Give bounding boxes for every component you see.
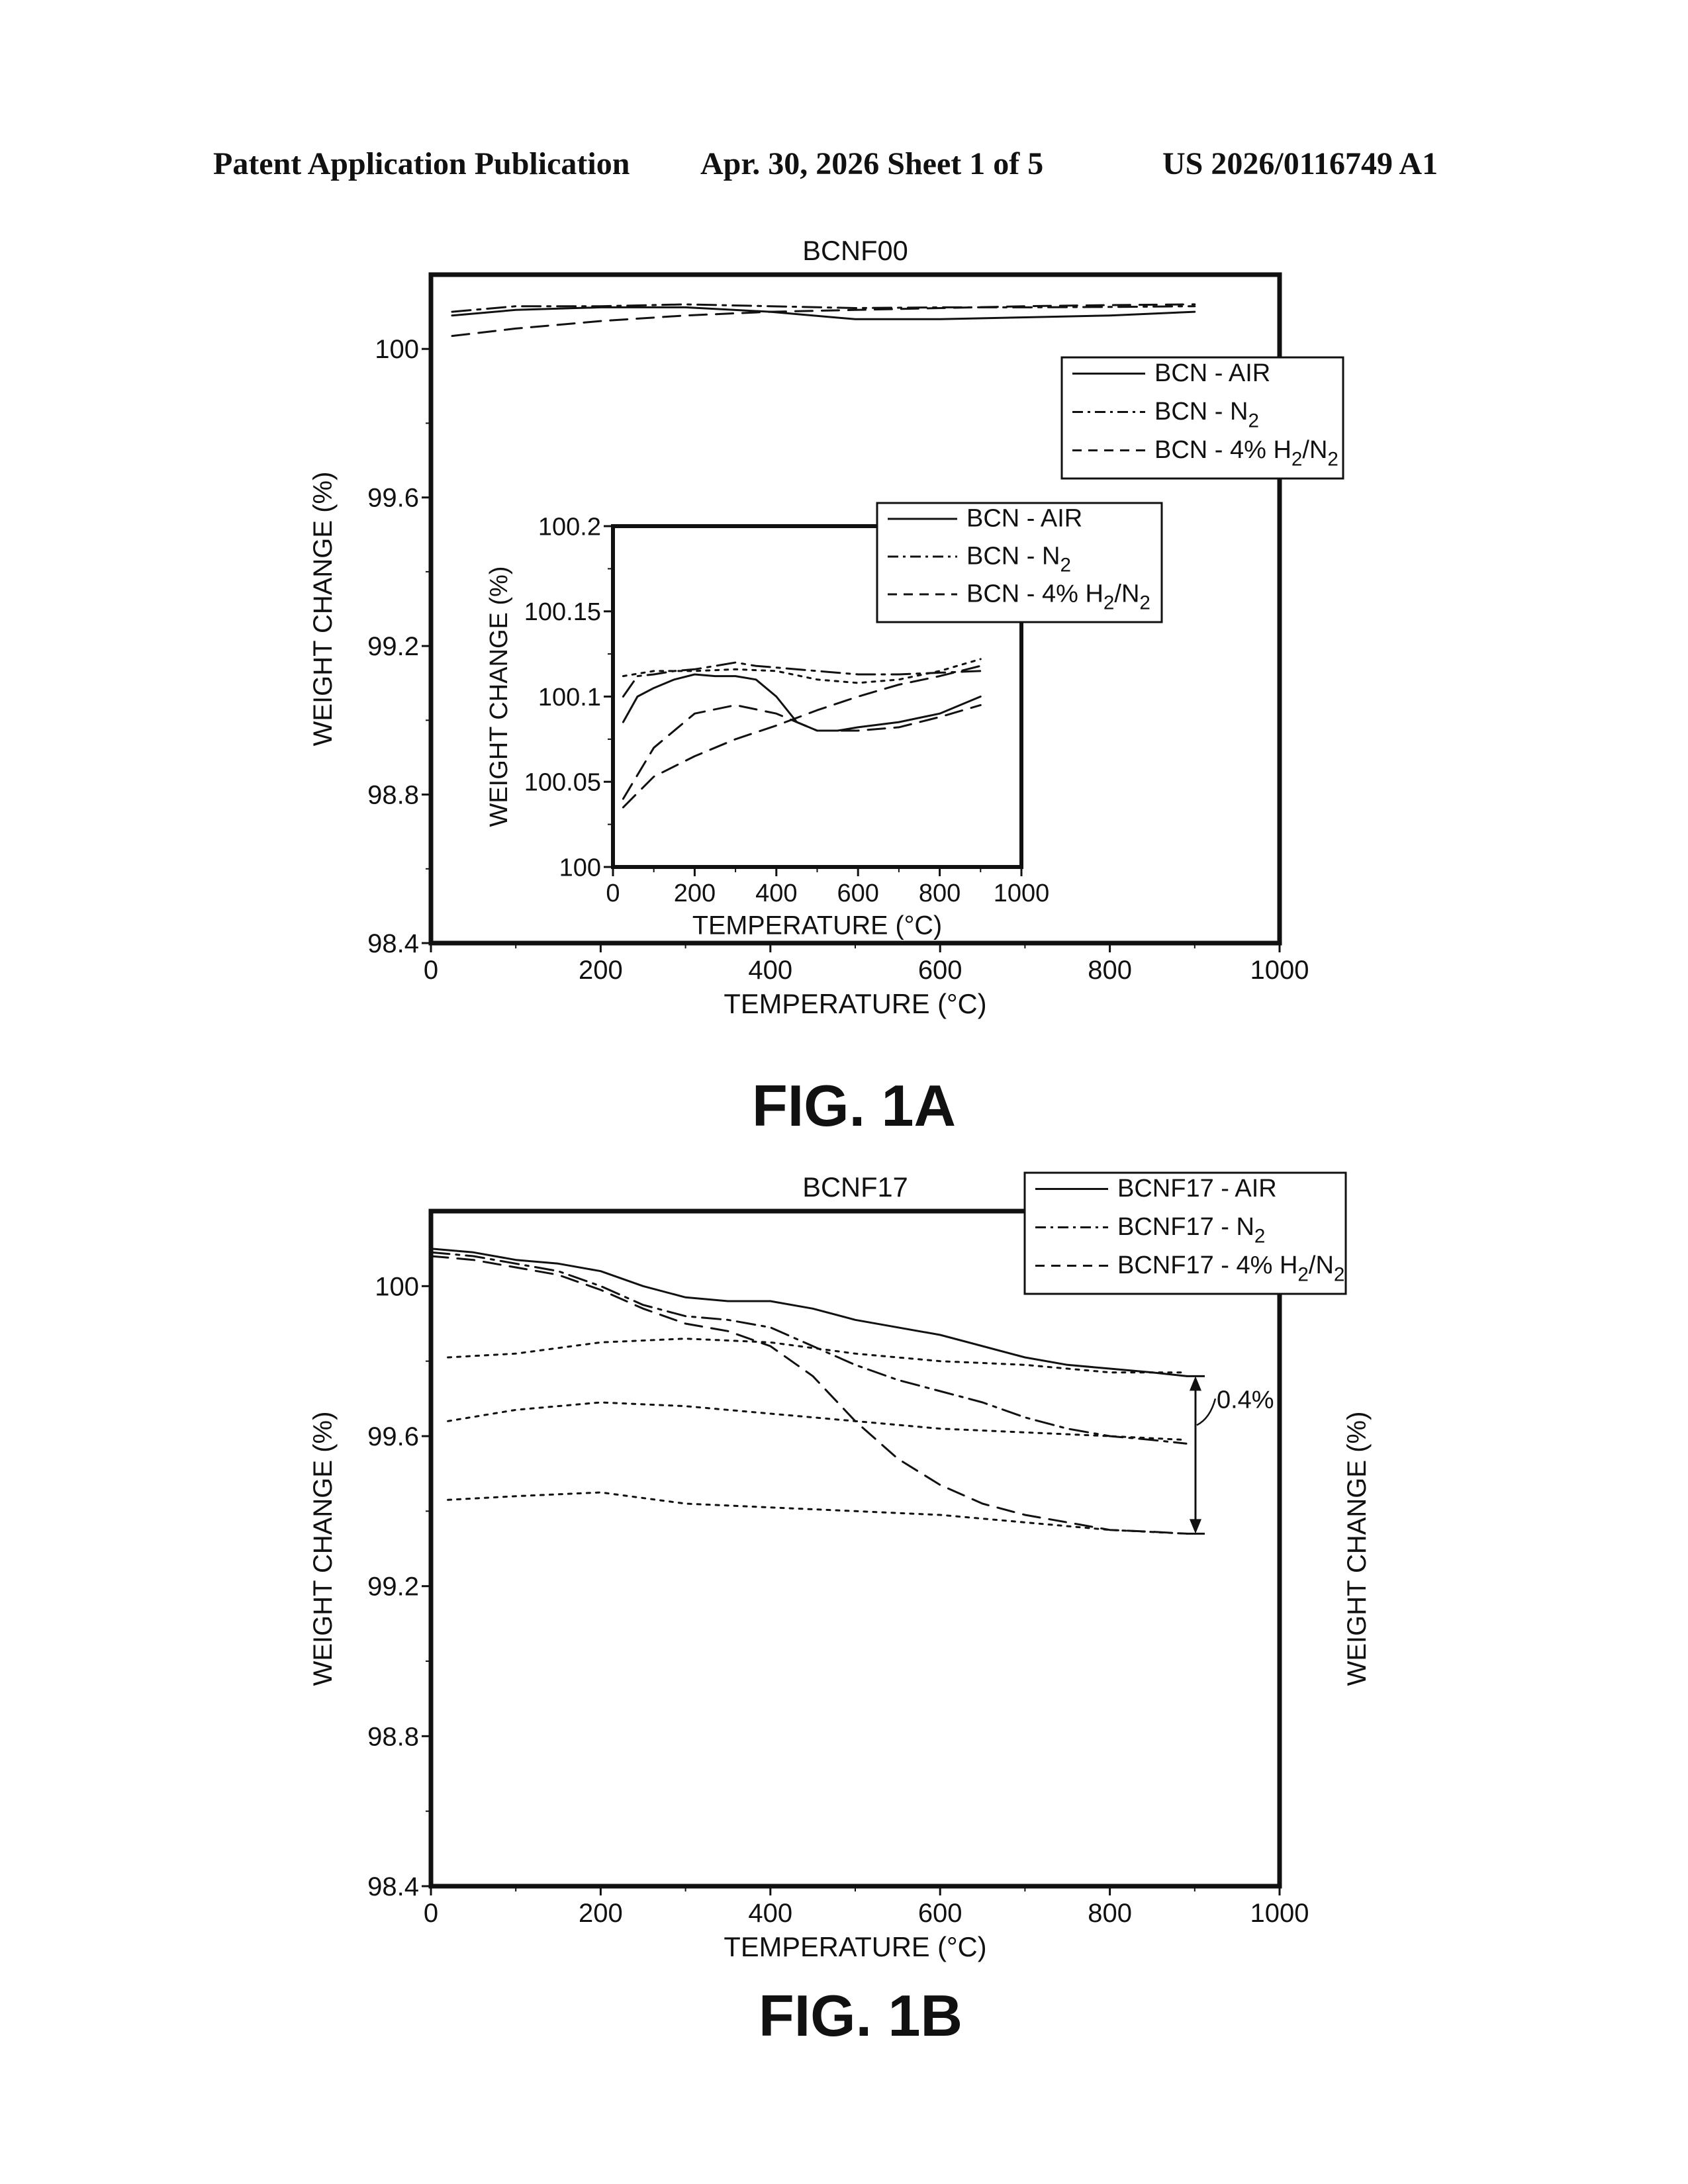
publication-number: US 2026/0116749 A1 — [1162, 146, 1438, 181]
fig1a-main-ytick-label: 99.6 — [367, 484, 419, 513]
fig1b-main-legend-entry-1: BCNF17 - AIR — [1117, 1175, 1277, 1203]
fig1b-main-xtick-label: 800 — [1088, 1899, 1132, 1928]
fig1a-main-y-axis-label: WEIGHT CHANGE (%) — [308, 472, 338, 747]
fig1b-main-ytick-label: 99.6 — [367, 1422, 419, 1451]
fig1a-main-xtick-label: 0 — [424, 956, 438, 985]
figure-1b-label: FIG. 1B — [758, 1983, 963, 2048]
fig1b-main-series-4-line — [447, 1338, 1188, 1374]
fig1b-main-y-axis-label-right: WEIGHT CHANGE (%) — [1342, 1412, 1372, 1686]
fig1a-inset-series-1-line — [622, 673, 982, 732]
fig1a-main-title: BCNF00 — [802, 235, 908, 266]
fig1a-inset-xtick-label: 800 — [919, 880, 961, 907]
fig1a-main-legend-entry-3: BCN - 4% H2/N2 — [1154, 436, 1338, 470]
fig1b-main-xtick-label: 600 — [918, 1899, 962, 1928]
fig1a-main-ytick-label: 99.2 — [367, 632, 419, 661]
fig1b-main-xtick-label: 400 — [748, 1899, 792, 1928]
fig1a-main-series-1-line — [451, 306, 1196, 320]
fig1b-main-series-2-line — [430, 1251, 1188, 1445]
fig1a-inset-legend-entry-3: BCN - 4% H2/N2 — [966, 580, 1150, 614]
fig1a-main-legend-entry-1: BCN - AIR — [1154, 359, 1270, 387]
fig1a-inset-xtick-label: 400 — [755, 880, 797, 907]
page-header: Patent Application Publication Apr. 30, … — [0, 146, 1688, 192]
fig1b-main-xtick-label: 0 — [424, 1899, 438, 1928]
fig1b-main-ytick-label: 99.2 — [367, 1572, 419, 1602]
fig1b-main-title: BCNF17 — [802, 1171, 908, 1203]
fig1b-main-legend-entry-2: BCNF17 - N2 — [1117, 1213, 1265, 1247]
fig1a-inset-ytick-label: 100.15 — [524, 598, 601, 626]
fig1a-inset-series-2-line — [622, 661, 982, 698]
fig1b-main-annotation-arrowhead-top — [1189, 1376, 1201, 1391]
fig1b-main-xtick-label: 200 — [579, 1899, 623, 1928]
fig1a-inset-xtick-label: 0 — [606, 880, 620, 907]
fig1b-main-legend-box — [1023, 1171, 1347, 1295]
fig1b-main-y-axis-label: WEIGHT CHANGE (%) — [308, 1412, 338, 1686]
fig1a-inset-series-5-line — [622, 704, 982, 800]
fig1a-main-xtick-label: 400 — [748, 956, 792, 985]
fig1a-inset-xtick-label: 1000 — [994, 880, 1050, 907]
fig1a-main-x-axis-label: TEMPERATURE (°C) — [724, 988, 986, 1019]
fig1a-main-xtick-label: 800 — [1088, 956, 1132, 985]
fig1b-main-annotation-leader — [1196, 1398, 1217, 1426]
fig1b-main-series-5-line — [447, 1401, 1188, 1441]
publication-date-sheet: Apr. 30, 2026 Sheet 1 of 5 — [700, 146, 1044, 181]
fig1a-main-legend-entry-2: BCN - N2 — [1154, 398, 1259, 432]
fig1b-main-annotation-text: 0.4% — [1217, 1386, 1274, 1414]
fig1a-inset-y-axis-label: WEIGHT CHANGE (%) — [485, 566, 513, 827]
fig1b-main-xtick-label: 1000 — [1250, 1899, 1309, 1928]
fig1b-main-legend-entry-3: BCNF17 - 4% H2/N2 — [1117, 1251, 1344, 1285]
fig1b-main-ytick-label: 98.8 — [367, 1722, 419, 1751]
fig1b-main-series-1-line — [430, 1248, 1188, 1377]
fig1a-inset-ytick-label: 100 — [559, 854, 601, 882]
fig1a-inset-series-3-line — [622, 658, 982, 684]
fig1b-main-ytick-label: 98.4 — [367, 1872, 419, 1901]
fig1a-inset-ytick-label: 100.05 — [524, 769, 601, 797]
fig1a-inset-ytick-label: 100.1 — [538, 684, 601, 711]
fig1a-inset-ytick-label: 100.2 — [538, 513, 601, 541]
fig1a-inset-legend-entry-1: BCN - AIR — [966, 504, 1082, 532]
publication-type: Patent Application Publication — [213, 146, 630, 181]
fig1a-inset-x-axis-label: TEMPERATURE (°C) — [692, 911, 942, 940]
fig1a-main-xtick-label: 600 — [918, 956, 962, 985]
fig1a-inset-series-4-line — [622, 664, 982, 809]
fig1a-main-series-3-line — [451, 303, 1196, 338]
figure-1b-chart: 0 200 400 600 800 1000 98.4 98.8 99.2 99.6 100 TEMP… — [308, 1171, 1372, 1962]
fig1a-main-legend-box — [1060, 356, 1344, 480]
fig1a-inset-legend-box — [876, 502, 1163, 623]
fig1b-main-x-axis-label: TEMPERATURE (°C) — [724, 1931, 986, 1962]
fig1a-inset-xtick-label: 600 — [837, 880, 878, 907]
fig1b-main-annotation-arrowhead-bottom — [1189, 1519, 1201, 1534]
figure-1a-chart: 0 200 400 600 800 100098.498.899.299.6100TEMP… — [308, 235, 1344, 1019]
fig1a-inset-legend-entry-2: BCN - N2 — [966, 542, 1071, 576]
fig1a-main-xtick-label: 1000 — [1250, 956, 1309, 985]
fig1b-main-series-3-line — [430, 1255, 1188, 1535]
fig1a-inset-xtick-label: 200 — [674, 880, 716, 907]
fig1b-main-plot-frame — [428, 1208, 1282, 1889]
fig1a-main-series-2-line — [451, 303, 1196, 313]
figure-1a-label: FIG. 1A — [751, 1073, 957, 1138]
fig1b-main-ytick-label: 100 — [375, 1272, 419, 1301]
fig1a-main-ytick-label: 100 — [375, 335, 419, 364]
fig1b-main-series-6-line — [447, 1491, 1188, 1535]
fig1a-main-ytick-label: 98.4 — [367, 929, 419, 958]
fig1a-main-xtick-label: 200 — [579, 956, 623, 985]
fig1a-main-ytick-label: 98.8 — [367, 781, 419, 810]
